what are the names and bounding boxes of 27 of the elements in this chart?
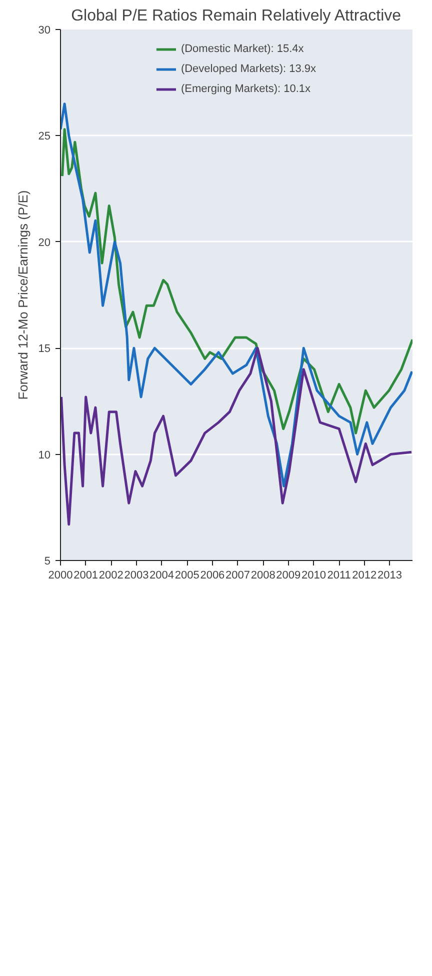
x-tick-label: 2003: [124, 570, 149, 582]
x-tick-label: 2000: [48, 570, 73, 582]
y-tick-label: 5: [44, 556, 51, 568]
y-tick-label: 25: [38, 130, 51, 143]
x-tick-label: 2008: [250, 570, 276, 582]
y-tick-label: 15: [38, 343, 51, 356]
x-tick-label: 2001: [74, 570, 98, 582]
x-tick-label: 2004: [150, 570, 174, 582]
x-tick-label: 2007: [226, 570, 250, 582]
y-tick-label: 30: [38, 24, 51, 36]
line-series: [60, 346, 412, 526]
x-tick-label: 2006: [200, 570, 225, 582]
line-series: [60, 102, 412, 488]
legend-label: (Developed Markets): 13.9x: [180, 62, 316, 76]
x-tick-label: 2013: [377, 570, 402, 582]
chart-title: Global P/E Ratios Remain Relatively Attractive: [71, 8, 402, 24]
legend-label: (Domestic Market): 15.4x: [180, 42, 304, 56]
legend-label: (Emerging Markets): 10.1x: [180, 82, 311, 96]
y-tick-label: 10: [38, 449, 51, 462]
x-tick-label: 2011: [327, 570, 351, 582]
x-tick-label: 2002: [98, 570, 124, 582]
x-tick-label: 2010: [302, 570, 326, 582]
x-tick-label: 2009: [276, 570, 301, 582]
y-axis-title: Forward 12-Mo Price/Earnings (P/E): [15, 190, 30, 400]
x-tick-label: 2012: [352, 570, 377, 582]
x-tick-label: 2005: [174, 570, 200, 582]
y-tick-label: 20: [38, 236, 51, 249]
